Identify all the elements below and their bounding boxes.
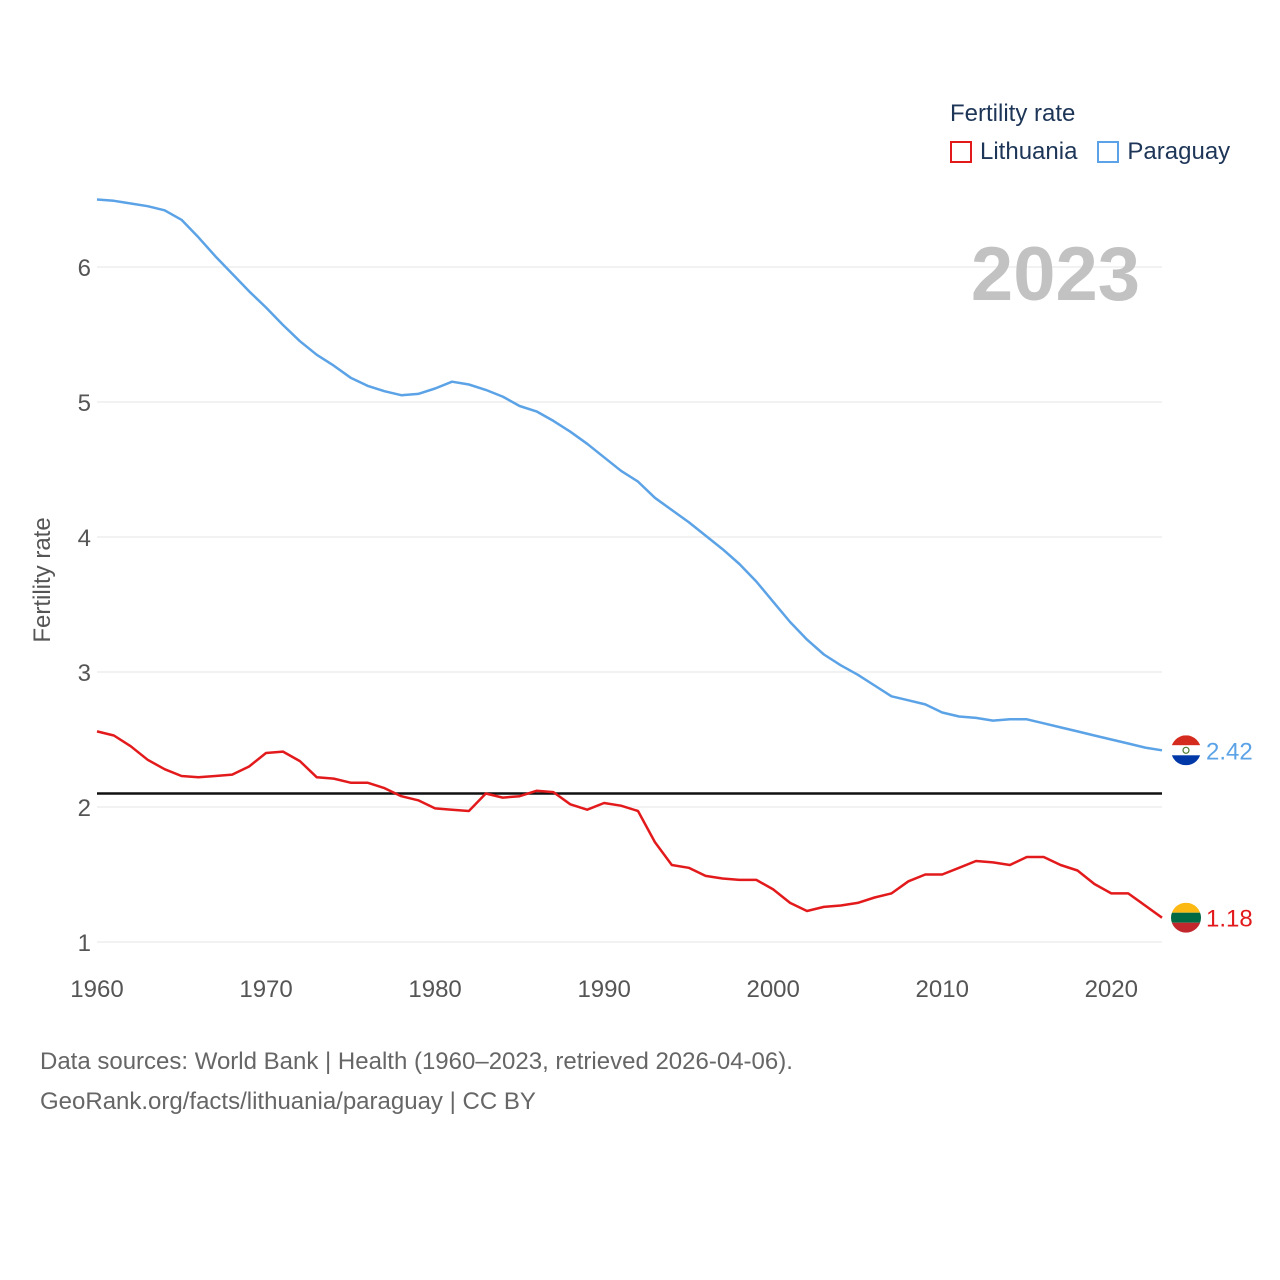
x-tick-label-1980: 1980 <box>408 976 461 1003</box>
footer-sources: Data sources: World Bank | Health (1960–… <box>40 1048 793 1075</box>
legend-title: Fertility rate <box>950 100 1076 127</box>
x-tick-label-2000: 2000 <box>746 976 799 1003</box>
legend-item-paraguay[interactable]: Paraguay <box>1097 138 1230 166</box>
legend-item-lithuania[interactable]: Lithuania <box>950 138 1077 166</box>
footer-attribution: GeoRank.org/facts/lithuania/paraguay | C… <box>40 1088 536 1115</box>
x-tick-label-2020: 2020 <box>1085 976 1138 1003</box>
footer: Data sources: World Bank | Health (1960–… <box>40 1042 793 1122</box>
end-label-lithuania: 1.18 <box>1206 906 1253 933</box>
y-axis-ticks: 1 2 3 4 5 6 <box>78 255 91 957</box>
series-line-paraguay <box>96 198 1163 752</box>
series-lines <box>96 198 1163 919</box>
y-tick-label-3: 3 <box>78 660 91 687</box>
y-tick-label-4: 4 <box>78 525 91 552</box>
end-label-paraguay: 2.42 <box>1206 738 1253 765</box>
year-label: 2023 <box>971 232 1140 317</box>
end-marker-paraguay: 2.42 <box>1171 735 1253 766</box>
legend-swatch-paraguay <box>1097 141 1120 163</box>
x-tick-label-1970: 1970 <box>239 976 292 1003</box>
end-marker-lithuania: 1.18 <box>1171 902 1253 933</box>
legend-label-lithuania: Lithuania <box>980 138 1078 165</box>
series-end-markers: 1.18 2.42 <box>1171 735 1253 933</box>
x-tick-label-1960: 1960 <box>70 976 123 1003</box>
x-tick-label-1990: 1990 <box>577 976 630 1003</box>
y-axis-label: Fertility rate <box>29 517 56 642</box>
y-tick-label-5: 5 <box>78 390 91 417</box>
y-tick-label-6: 6 <box>78 255 91 282</box>
legend-label-paraguay: Paraguay <box>1127 138 1231 165</box>
legend-swatch-lithuania <box>950 141 972 163</box>
series-line-lithuania <box>96 730 1163 919</box>
gridlines <box>97 266 1162 943</box>
y-tick-label-2: 2 <box>78 795 91 822</box>
legend: Fertility rate Lithuania Paraguay <box>950 100 1230 166</box>
x-axis-ticks: 1960 1970 1980 1990 2000 2010 2020 <box>70 976 1138 1003</box>
paraguay-flag-icon <box>1171 735 1201 766</box>
x-tick-label-2010: 2010 <box>916 976 969 1003</box>
y-tick-label-1: 1 <box>78 930 91 957</box>
lithuania-flag-icon <box>1171 902 1201 933</box>
